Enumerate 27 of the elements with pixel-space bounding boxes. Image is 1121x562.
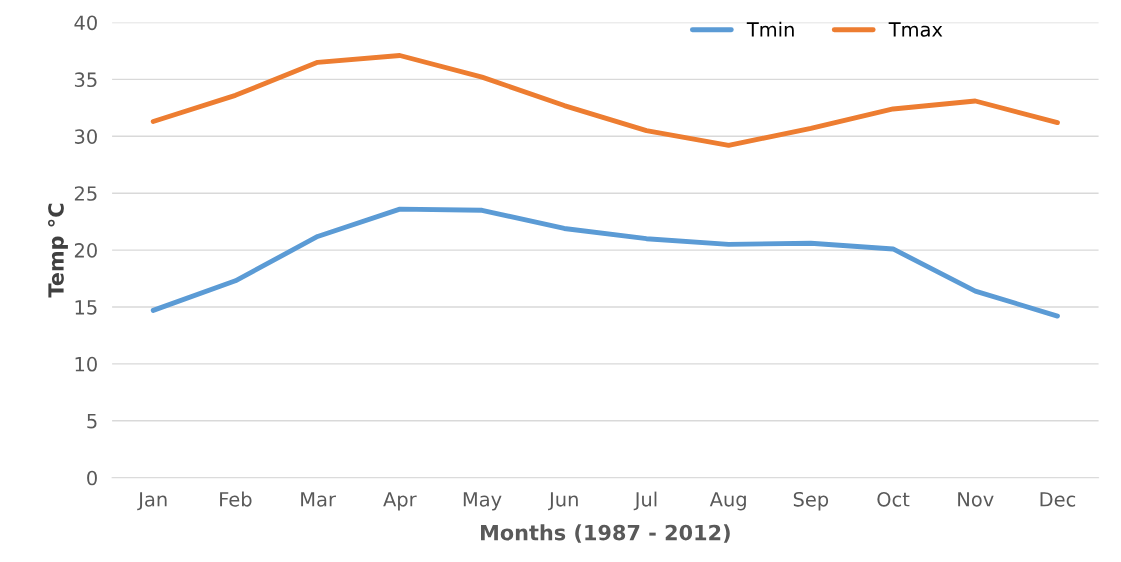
x-tick-label: Oct <box>877 491 910 507</box>
y-tick-label: 10 <box>75 356 97 372</box>
y-tick-label: 30 <box>74 129 97 144</box>
x-axis-title: Months (1987 - 2012) <box>481 524 730 543</box>
x-tick-label: Jul <box>633 491 657 511</box>
y-axis-title: Temp °C <box>47 203 68 298</box>
x-tick-label: Mar <box>301 492 336 507</box>
line-series <box>150 53 1060 148</box>
legend-label: Tmax <box>888 22 943 37</box>
x-tick-label: Nov <box>958 492 994 507</box>
x-tick-label: Feb <box>220 491 252 507</box>
x-tick-label: Sep <box>793 491 829 511</box>
line-series <box>150 206 1060 319</box>
x-tick-label: Dec <box>1040 492 1076 507</box>
y-tick-label: 15 <box>75 300 97 315</box>
y-tick-label: 35 <box>74 72 97 88</box>
x-tick-label: May <box>463 492 502 511</box>
x-tick-label: Apr <box>383 492 417 511</box>
x-tick-label: Jun <box>548 492 578 511</box>
x-tick-label: Aug <box>709 492 746 511</box>
x-tick-label: Jan <box>137 492 167 511</box>
y-tick-label: 40 <box>74 15 97 31</box>
y-tick-label: 5 <box>87 414 97 429</box>
legend-label: Tmin <box>746 21 794 37</box>
y-tick-label: 20 <box>74 243 97 258</box>
y-tick-label: 0 <box>87 470 97 486</box>
y-tick-label: 25 <box>74 186 97 201</box>
